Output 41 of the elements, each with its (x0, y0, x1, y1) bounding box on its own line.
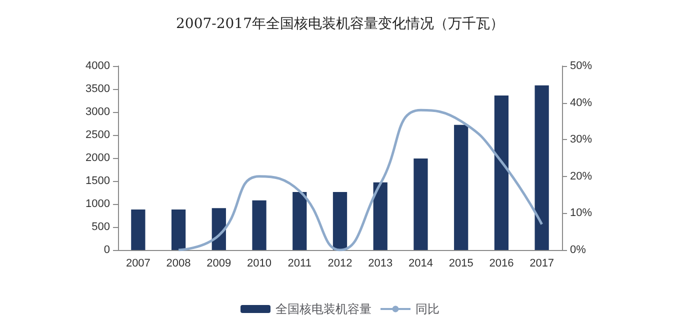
bar (414, 158, 428, 250)
bar (494, 95, 509, 250)
y2-tick-label: 30% (570, 134, 592, 146)
y-tick-label: 3500 (86, 83, 110, 95)
y-tick-label: 1500 (86, 175, 110, 187)
x-tick-label: 2017 (530, 258, 554, 270)
y2-tick-label: 40% (570, 96, 592, 109)
x-tick-label: 2015 (448, 258, 474, 270)
x-tick-label: 2007 (126, 258, 150, 270)
x-tick-label: 2012 (328, 258, 352, 270)
y2-tick-label: 50% (570, 60, 592, 72)
y-tick-label: 0 (104, 244, 110, 256)
line-series (177, 108, 544, 252)
legend-label: 全国核电装机容量 (276, 302, 372, 316)
y2-tick-label: 10% (570, 207, 592, 220)
x-tick-label: 2008 (166, 258, 191, 270)
y-tick-label: 2000 (86, 152, 110, 164)
y-tick-label: 1000 (86, 198, 110, 210)
y2-tick-label: 20% (570, 170, 592, 182)
legend-label: 同比 (416, 302, 440, 316)
bar (332, 192, 348, 250)
x-tick-label: 2011 (288, 258, 312, 270)
bar (212, 208, 226, 250)
x-tick-label: 2010 (247, 258, 272, 270)
y-tick-label: 2500 (86, 129, 110, 141)
bar (252, 200, 266, 250)
y-tick-label: 500 (92, 221, 110, 233)
y-tick-label: 4000 (86, 60, 110, 72)
chart-title: 2007-2017年全国核电装机容量变化情况（万千瓦） (176, 16, 504, 32)
bar (373, 182, 388, 250)
bar (292, 192, 307, 250)
x-tick-label: 2014 (408, 258, 433, 270)
bar (171, 210, 186, 250)
bar (534, 85, 549, 250)
y-tick-label: 3000 (86, 106, 110, 118)
bar (131, 210, 146, 250)
x-tick-label: 2009 (206, 258, 232, 270)
x-tick-label: 2016 (489, 258, 514, 270)
y2-tick-label: 0% (570, 244, 586, 256)
bar (454, 124, 468, 250)
x-tick-label: 2013 (368, 258, 393, 270)
